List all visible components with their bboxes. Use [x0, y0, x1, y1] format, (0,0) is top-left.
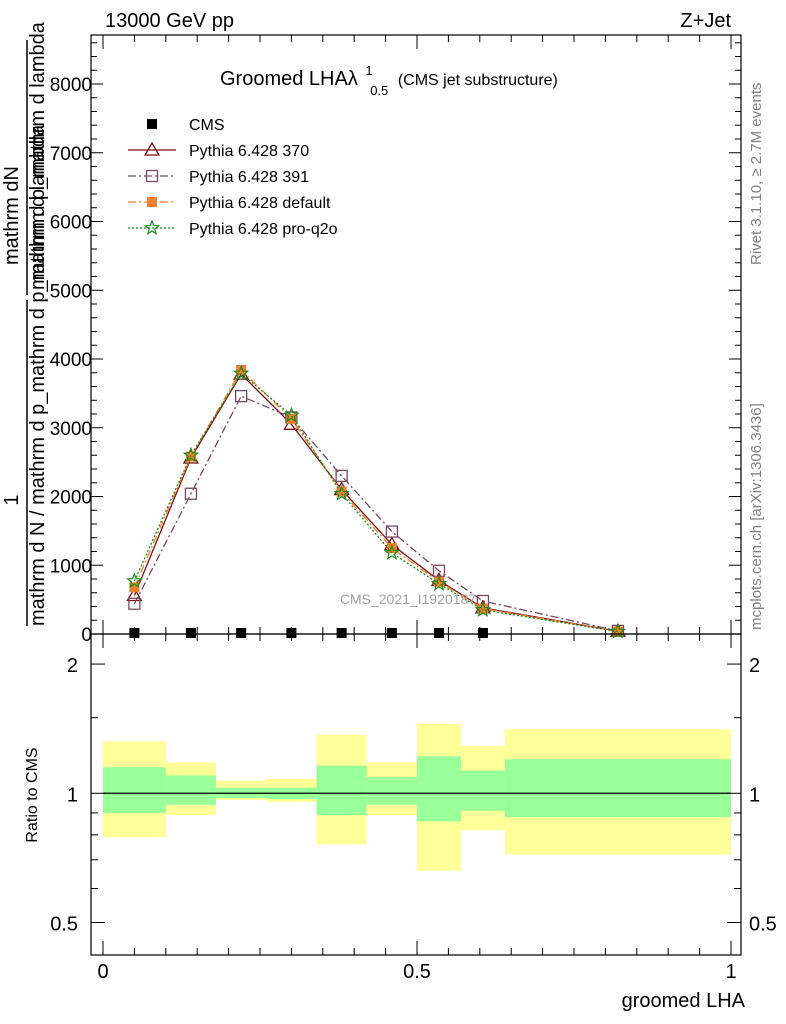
main-plot-panel: 0 1000 2000 3000 4000 5000 6000 7000 8000 CMS Pyth…: [50, 34, 742, 646]
y-tick-label: 6000: [50, 213, 92, 234]
ratio-y-tick-label: 2: [67, 655, 78, 677]
y-tick-label: 4000: [50, 350, 92, 371]
data-point-marker: [430, 575, 448, 591]
main-y-label: mathrm dN mathrm d p_mathrm d lambda 1 m…: [1, 21, 49, 626]
x-tick-label: 1: [725, 961, 736, 983]
chart-title: Groomed LHAλ 1 0.5 (CMS jet substructure…: [220, 58, 558, 100]
legend-label: Pythia 6.428 370: [189, 143, 309, 160]
data-point-marker: [385, 525, 399, 538]
y-tick-label: 3000: [50, 419, 92, 440]
header-right-text: Z+Jet: [680, 10, 731, 32]
x-tick-label: 0.5: [403, 961, 431, 983]
x-axis-label: groomed LHA: [622, 990, 746, 1012]
legend-item: Pythia 6.428 default: [128, 195, 331, 212]
rivet-version-text: Rivet 3.1.10, ≥ 2.7M events: [748, 83, 765, 266]
data-point-marker: [143, 141, 161, 156]
data-point-marker: [126, 572, 143, 589]
title-subtitle: (CMS jet substructure): [398, 72, 558, 89]
y-tick-label: 5000: [50, 281, 92, 302]
ratio-y-tick-label-right: 2: [749, 655, 760, 677]
data-point-marker: [433, 628, 444, 638]
legend-item: Pythia 6.428 391: [128, 169, 309, 186]
data-point-marker: [143, 219, 161, 236]
data-point-marker: [283, 406, 300, 423]
ratio-plot-frame: [90, 633, 742, 956]
y-tick-label: 7000: [50, 144, 92, 165]
inner-band: [417, 756, 461, 822]
ratio-y-tick-label: 1: [67, 784, 78, 806]
inner-band: [366, 777, 417, 805]
y-tick-label: 0: [81, 625, 92, 646]
title-subscript: 0.5: [370, 83, 388, 98]
inner-band: [103, 767, 166, 813]
mcplots-credit-text: mcplots.cern.ch [arXiv:1306.3436]: [748, 403, 765, 630]
y-label-left-denominator: mathrm d N / mathrm d p_mathrm d p_mathr…: [27, 124, 49, 626]
header: 13000 GeV pp Z+Jet: [105, 10, 731, 32]
x-tick-label: 0: [97, 961, 108, 983]
data-point-marker: [336, 628, 347, 638]
data-point-marker: [383, 544, 401, 560]
data-point-marker: [474, 601, 492, 617]
title-superscript: 1: [365, 63, 372, 78]
inner-band: [504, 759, 731, 818]
y-label-numerator: mathrm dN: [1, 166, 23, 265]
y-tick-label: 8000: [50, 75, 92, 96]
svg-text:Groomed LHAλ 1 0.5: Groomed LHAλ 1 0.5 (CMS jet substructure…: [220, 58, 558, 100]
series-line: [133, 395, 619, 632]
data-point-marker: [145, 169, 159, 183]
legend-label: Pythia 6.428 default: [189, 195, 331, 212]
legend-item: Pythia 6.428 pro-q2o: [128, 219, 338, 238]
y-label-denominator-top: mathrm d p_mathrm d lambda: [27, 21, 49, 290]
data-point-marker: [126, 587, 143, 602]
data-point-marker: [182, 446, 200, 463]
uncertainty-bands: [103, 724, 731, 871]
y-label-left-numerator: 1: [1, 494, 23, 505]
ratio-plot-panel: 0.5 0.5 1 1 2 2 0 0.5 1: [50, 633, 777, 983]
data-point-marker: [147, 119, 157, 129]
legend: CMS Pythia 6.428 370 Pythia 6.428 391 Pythi…: [128, 117, 338, 238]
ratio-y-tick-label-right: 0.5: [749, 913, 777, 935]
title-main: Groomed LHAλ: [220, 68, 358, 90]
header-left-text: 13000 GeV pp: [105, 10, 234, 32]
data-point-marker: [147, 197, 157, 207]
series-pythia-6-428-pro-q2o: [126, 364, 627, 639]
data-point-marker: [184, 487, 198, 500]
analysis-watermark: CMS_2021_I1920187: [340, 591, 476, 607]
legend-item: CMS: [147, 117, 225, 134]
inner-band: [460, 770, 505, 811]
legend-label: Pythia 6.428 pro-q2o: [189, 221, 338, 238]
data-point-marker: [236, 628, 247, 638]
series-line: [133, 372, 619, 633]
legend-label: Pythia 6.428 391: [189, 169, 309, 186]
legend-item: Pythia 6.428 370: [128, 141, 309, 160]
data-point-marker: [128, 597, 141, 610]
series-cms: [129, 628, 488, 638]
inner-band: [316, 765, 367, 816]
data-point-marker: [235, 389, 248, 403]
ratio-y-label: Ratio to CMS: [24, 747, 41, 842]
data-point-marker: [232, 364, 250, 381]
ratio-y-tick-label-right: 1: [749, 784, 760, 806]
data-point-marker: [335, 469, 348, 483]
data-point-marker: [185, 628, 196, 638]
data-point-marker: [386, 628, 397, 638]
ratio-y-tick-label: 0.5: [50, 913, 78, 935]
legend-label: CMS: [189, 117, 225, 134]
data-point-marker: [477, 628, 488, 638]
y-tick-label: 1000: [50, 556, 92, 577]
inner-band: [165, 775, 217, 805]
data-point-marker: [333, 485, 350, 501]
y-tick-label: 2000: [50, 488, 92, 509]
